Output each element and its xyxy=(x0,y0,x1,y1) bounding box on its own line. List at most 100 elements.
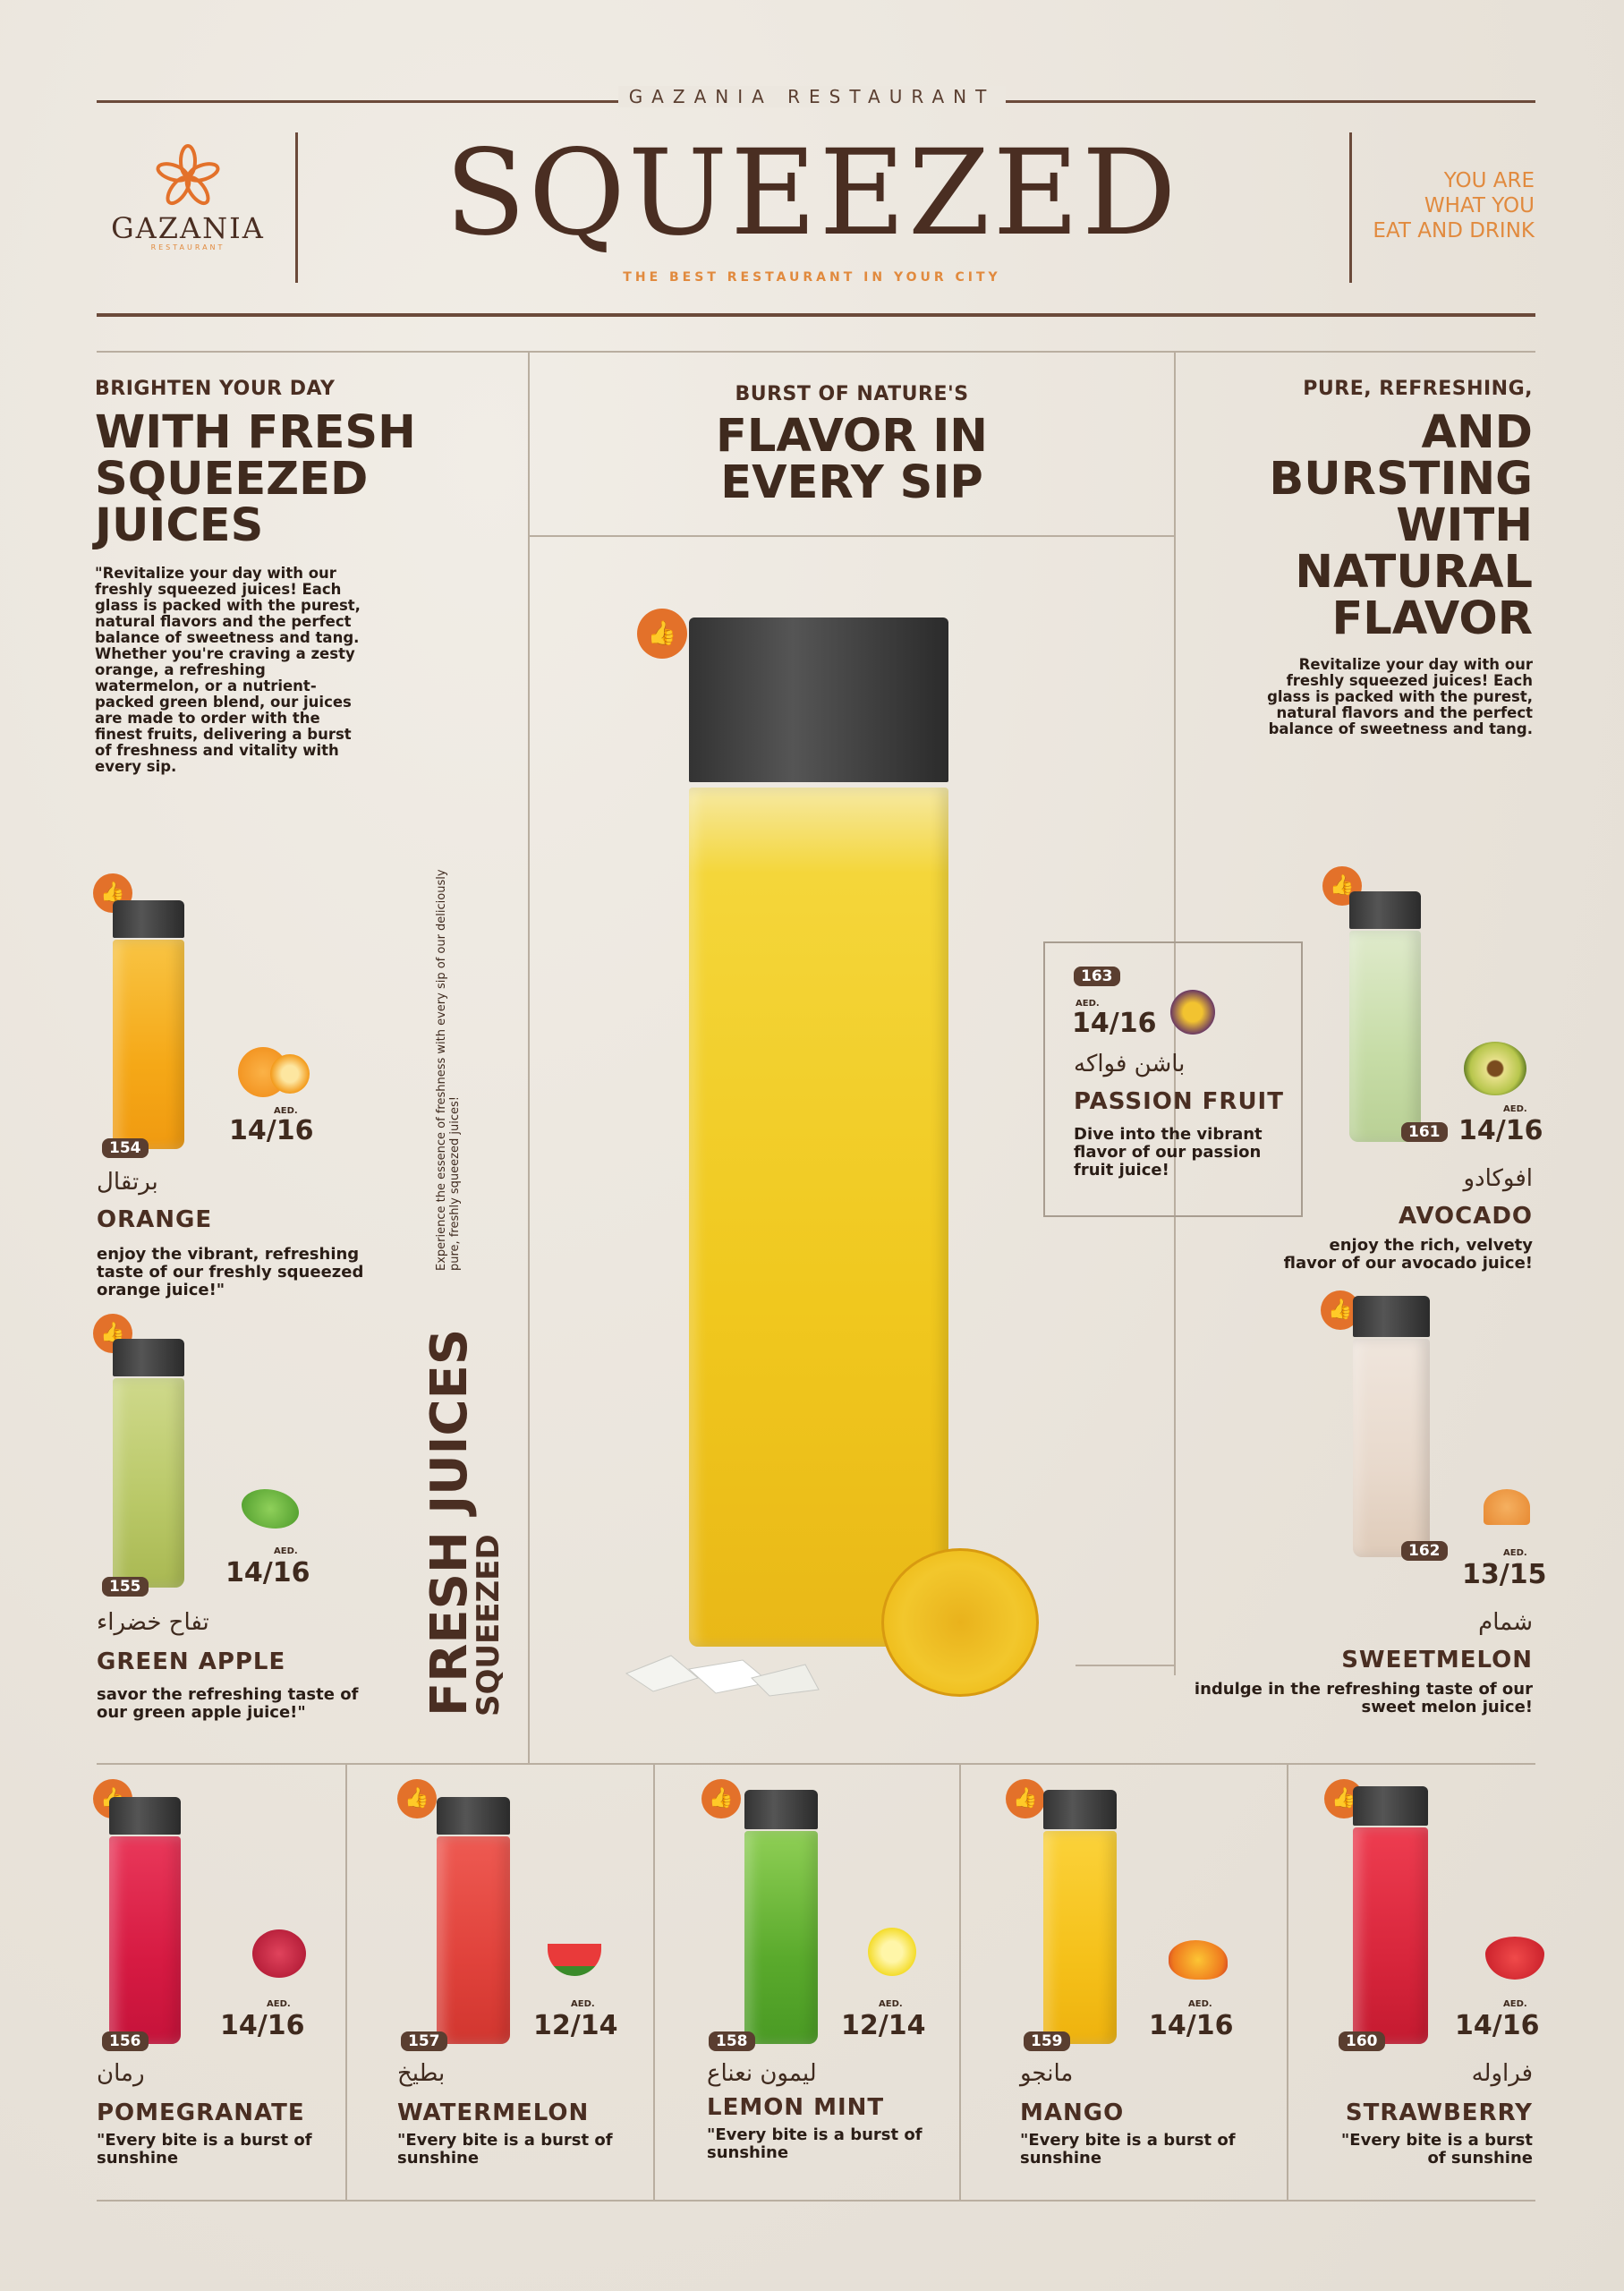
arabic-name: تفاح خضراء xyxy=(97,1609,209,1636)
left-kicker: BRIGHTEN YOUR DAY xyxy=(95,378,336,400)
aed-label: AED. xyxy=(879,1999,903,2009)
grid-line xyxy=(1287,1763,1288,2200)
arabic-name: باشن فواكه xyxy=(1074,1051,1186,1077)
bottle-cap xyxy=(1353,1786,1428,1826)
mango-icon xyxy=(1169,1940,1228,1980)
passion-fruit-icon xyxy=(1170,990,1215,1035)
bottle-glass xyxy=(437,1836,510,2044)
aed-label: AED. xyxy=(1503,1104,1527,1114)
arabic-name: شمام xyxy=(1478,1609,1533,1636)
headline-line: AND xyxy=(1421,406,1534,459)
bottle-cap xyxy=(109,1797,181,1835)
hero-bottle-glass xyxy=(689,788,948,1647)
header-bottom-rule xyxy=(97,313,1535,317)
aed-label: AED. xyxy=(1503,1999,1527,2009)
arabic-name: ليمون نعناع xyxy=(707,2060,817,2087)
logo-name: GAZANIA xyxy=(111,211,265,245)
arabic-name: افوكادو xyxy=(1463,1165,1533,1192)
product-name: GREEN APPLE xyxy=(97,1648,286,1675)
bottle-glass xyxy=(1353,1827,1428,2044)
left-headline: WITH FRESH SQUEEZED JUICES xyxy=(95,410,416,549)
price: 14/16 xyxy=(1149,2010,1234,2041)
arabic-name: رمان xyxy=(97,2060,145,2087)
headline-line: BURSTING xyxy=(1269,453,1533,506)
headline-line: FLAVOR xyxy=(1331,592,1533,645)
headline-line: WITH FRESH xyxy=(95,406,416,459)
product-name: WATERMELON xyxy=(397,2099,590,2126)
aed-label: AED. xyxy=(274,1106,298,1116)
thumbs-up-icon: 👍 xyxy=(701,1779,741,1818)
product-name: LEMON MINT xyxy=(707,2094,885,2121)
price: 14/16 xyxy=(1072,1008,1157,1039)
product-passion-fruit[interactable]: 163 AED. 14/16 باشن فواكه PASSION FRUIT … xyxy=(1043,941,1303,1217)
pointer-line xyxy=(1076,1665,1174,1666)
slogan-line: WHAT YOU xyxy=(1424,194,1535,217)
product-name: STRAWBERRY xyxy=(1345,2099,1533,2126)
item-code: 162 xyxy=(1401,1541,1448,1561)
price: 12/14 xyxy=(533,2010,618,2041)
product-desc: "Every bite is a burst of sunshine xyxy=(1340,2131,1533,2168)
product-desc: "Every bite is a burst of sunshine xyxy=(1020,2131,1236,2168)
tagline: THE BEST RESTAURANT IN YOUR CITY xyxy=(623,270,1001,285)
thumbs-up-icon: 👍 xyxy=(1006,1779,1045,1818)
bottle-glass xyxy=(113,1378,184,1588)
grid-line xyxy=(97,2200,1535,2202)
watermelon-slice-icon xyxy=(548,1944,601,1976)
orange-slice-icon xyxy=(270,1054,310,1094)
bottle-cap xyxy=(1043,1790,1117,1829)
price: 14/16 xyxy=(1458,1115,1543,1146)
melon-slice-icon xyxy=(1484,1489,1530,1525)
bottle-cap xyxy=(113,900,184,938)
bottle-glass xyxy=(744,1831,818,2044)
thumbs-up-icon: 👍 xyxy=(397,1779,437,1818)
item-code: 157 xyxy=(401,2031,447,2051)
right-body: Revitalize your day with our freshly squ… xyxy=(1267,656,1533,737)
item-code: 159 xyxy=(1024,2031,1070,2051)
headline-line: SQUEEZED xyxy=(95,453,369,506)
product-name: ORANGE xyxy=(97,1206,213,1233)
bottle-cap xyxy=(113,1339,184,1376)
grid-line xyxy=(528,535,1174,537)
headline-line: EVERY SIP xyxy=(720,456,983,509)
bottle-glass xyxy=(1353,1339,1430,1557)
hero-bottle-cap xyxy=(689,617,948,782)
slogan: YOU ARE WHAT YOU EAT AND DRINK xyxy=(1302,168,1535,243)
ice-icon xyxy=(625,1655,820,1697)
bottle-cap xyxy=(1353,1296,1430,1337)
grid-line xyxy=(528,351,530,1765)
grid-line xyxy=(97,351,1535,353)
right-headline: AND BURSTING WITH NATURAL FLAVOR xyxy=(1269,410,1533,643)
product-desc: "Every bite is a burst of sunshine xyxy=(707,2125,923,2162)
logo-sub: RESTAURANT xyxy=(150,243,225,251)
product-name: AVOCADO xyxy=(1398,1203,1533,1230)
product-desc: indulge in the refreshing taste of our s… xyxy=(1194,1680,1533,1716)
left-body: "Revitalize your day with our freshly sq… xyxy=(95,565,361,775)
product-desc: "Every bite is a burst of sunshine xyxy=(397,2131,613,2168)
product-name: MANGO xyxy=(1020,2099,1125,2126)
item-code: 154 xyxy=(102,1138,149,1158)
price: 14/16 xyxy=(225,1557,310,1588)
grid-line xyxy=(959,1763,961,2200)
strawberry-icon xyxy=(1485,1937,1544,1980)
aed-label: AED. xyxy=(1503,1548,1527,1558)
right-kicker: PURE, REFRESHING, xyxy=(1303,378,1533,400)
avocado-icon xyxy=(1464,1042,1526,1095)
grid-line xyxy=(345,1763,347,2200)
arabic-name: مانجو xyxy=(1020,2060,1074,2087)
item-code: 155 xyxy=(102,1577,149,1597)
price: 14/16 xyxy=(1455,2010,1540,2041)
bottle-glass xyxy=(113,940,184,1149)
grid-line xyxy=(653,1763,655,2200)
headline-line: NATURAL xyxy=(1295,546,1533,599)
bottle-glass xyxy=(1043,1831,1117,2044)
product-name: SWEETMELON xyxy=(1341,1647,1533,1674)
product-desc: enjoy the rich, velvety flavor of our av… xyxy=(1283,1236,1533,1273)
center-kicker: BURST OF NATURE'S xyxy=(735,383,969,405)
bottle-cap xyxy=(1349,891,1421,929)
aed-label: AED. xyxy=(1188,1999,1212,2009)
slogan-line: YOU ARE xyxy=(1443,169,1535,192)
bottle-glass xyxy=(1349,931,1421,1142)
price: 12/14 xyxy=(841,2010,926,2041)
thumbs-up-icon: 👍 xyxy=(637,609,687,659)
bottle-cap xyxy=(437,1797,510,1835)
